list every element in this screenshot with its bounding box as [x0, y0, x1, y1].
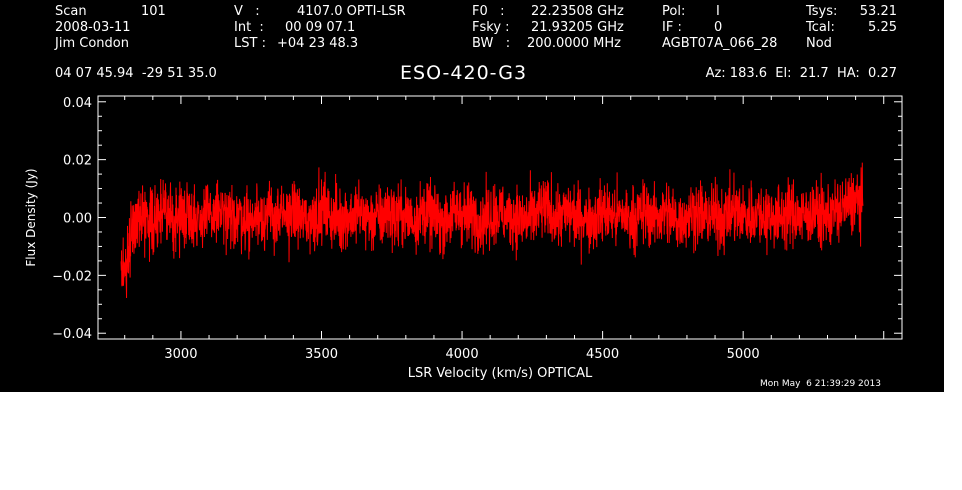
velocity-label: V :	[234, 4, 260, 19]
rest-frequency-value: 22.23508 GHz	[531, 4, 624, 19]
if-value: 0	[714, 20, 723, 35]
bandwidth-value: 200.0000 MHz	[527, 36, 621, 51]
observer-name: Jim Condon	[55, 36, 129, 51]
polarization-label: Pol:	[662, 4, 686, 19]
y-tick-label: 0.00	[63, 212, 92, 227]
plot-panel: Scan 101 2008-03-11 Jim Condon V : 4107.…	[0, 0, 944, 392]
sky-frequency-label: Fsky :	[472, 20, 510, 35]
lst-label: LST :	[234, 36, 266, 51]
observing-mode: Nod	[806, 36, 832, 51]
bandwidth-label: BW :	[472, 36, 511, 51]
scan-label: Scan	[55, 4, 87, 19]
spectrum-line	[120, 162, 864, 299]
x-tick-label: 4500	[586, 347, 619, 362]
project-id: AGBT07A_066_28	[662, 36, 778, 51]
y-tick-label: −0.02	[52, 269, 92, 284]
x-tick-label: 3500	[305, 347, 338, 362]
tsys-value: 53.21	[859, 4, 897, 19]
y-tick-label: −0.04	[52, 327, 92, 342]
y-tick-label: 0.02	[63, 154, 92, 169]
polarization-value: I	[716, 4, 720, 19]
tick-layer: 3000 3500 4000 4500 5000 −0.04 −0.02 0.00 0.02 0.…	[52, 96, 902, 362]
x-tick-label: 4000	[446, 347, 479, 362]
spectrum-trace-layer	[120, 162, 864, 299]
integration-label: Int :	[234, 20, 264, 35]
tcal-label: Tcal:	[806, 20, 835, 35]
observation-date: 2008-03-11	[55, 20, 131, 35]
x-tick-label: 5000	[727, 347, 760, 362]
x-axis-label: LSR Velocity (km/s) OPTICAL	[408, 366, 593, 381]
velocity-value: 4107.0 OPTI-LSR	[297, 4, 406, 19]
y-tick-label: 0.04	[63, 96, 92, 111]
plot-timestamp: Mon May 6 21:39:29 2013	[760, 379, 881, 389]
sky-frequency-value: 21.93205 GHz	[531, 20, 624, 35]
sky-coordinates: 04 07 45.94 -29 51 35.0	[55, 66, 217, 81]
lst-value: +04 23 48.3	[277, 36, 359, 51]
if-label: IF :	[662, 20, 682, 35]
scan-value: 101	[141, 4, 166, 19]
x-tick-label: 3000	[164, 347, 197, 362]
integration-value: 00 09 07.1	[285, 20, 356, 35]
y-axis-label: Flux Density (Jy)	[24, 168, 38, 266]
spectrum-chart: 3000 3500 4000 4500 5000 −0.04 −0.02 0.00 0.02 0.…	[24, 95, 903, 381]
tcal-value: 5.25	[868, 20, 897, 35]
rest-frequency-label: F0 :	[472, 4, 505, 19]
tsys-label: Tsys:	[806, 4, 838, 19]
source-name: ESO-420-G3	[400, 62, 528, 84]
az-el-ha: Az: 183.6 El: 21.7 HA: 0.27	[705, 66, 897, 81]
